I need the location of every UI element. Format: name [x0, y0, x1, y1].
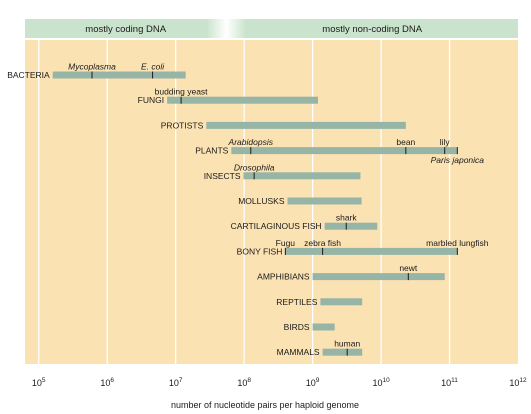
marker-label: budding yeast — [155, 87, 209, 97]
marker-label: marbled lungfish — [426, 238, 489, 248]
bar — [243, 172, 361, 180]
bar — [324, 222, 378, 230]
group-label: REPTILES — [276, 297, 317, 307]
group-label: MAMMALS — [277, 347, 320, 357]
marker-label: Arabidopsis — [228, 137, 274, 147]
bar — [206, 121, 406, 129]
tick-label: 1012 — [509, 377, 527, 388]
marker-label: Mycoplasma — [68, 62, 116, 72]
marker-label: zebra fish — [304, 238, 341, 248]
group-label: MOLLUSKS — [238, 196, 285, 206]
group-label: BONY FISH — [237, 246, 283, 256]
group-amphibians: AMPHIBIANS newt — [257, 263, 445, 282]
group-label: PROTISTS — [161, 120, 204, 130]
bar — [167, 96, 319, 104]
marker-label: Fugu — [276, 238, 296, 248]
marker-label: Drosophila — [234, 162, 275, 172]
tick-label: 108 — [237, 377, 251, 388]
group-label: AMPHIBIANS — [257, 272, 310, 282]
band-label-coding: mostly coding DNA — [85, 24, 166, 35]
tick-label: 109 — [306, 377, 320, 388]
group-label: BACTERIA — [7, 70, 50, 80]
marker-label: E. coli — [141, 62, 165, 72]
band-background — [25, 19, 518, 38]
bar — [322, 348, 363, 356]
dna-type-bands: mostly coding DNA mostly non-coding DNA — [25, 19, 518, 38]
group-mollusks: MOLLUSKS — [238, 196, 362, 206]
marker-label: human — [334, 339, 360, 349]
marker-label: Paris japonica — [431, 155, 485, 165]
group-label: FUNGI — [138, 95, 164, 105]
bar — [287, 197, 362, 205]
marker-label: bean — [396, 137, 415, 147]
plot-area — [25, 40, 518, 364]
marker-label: shark — [336, 213, 358, 223]
group-label: BIRDS — [284, 322, 310, 332]
group-label: INSECTS — [204, 171, 241, 181]
group-cartilaginous-fish: CARTILAGINOUS FISH shark — [231, 213, 378, 231]
tick-label: 106 — [100, 377, 114, 388]
bar — [285, 247, 458, 255]
tick-label: 107 — [169, 377, 183, 388]
marker-label: lily — [440, 137, 451, 147]
marker-label: newt — [399, 263, 418, 273]
group-label: PLANTS — [195, 146, 228, 156]
band-label-non-coding: mostly non-coding DNA — [322, 24, 422, 35]
group-protists: PROTISTS — [161, 120, 406, 130]
tick-label: 1010 — [372, 377, 390, 388]
bar — [320, 298, 363, 306]
bar — [312, 323, 335, 331]
group-mammals: MAMMALS human — [277, 339, 363, 357]
x-axis-label: number of nucleotide pairs per haploid g… — [171, 400, 359, 410]
bar — [52, 71, 186, 79]
tick-label: 105 — [32, 377, 46, 388]
bar — [231, 147, 458, 155]
group-birds: BIRDS — [284, 322, 335, 332]
tick-label: 1011 — [441, 377, 458, 388]
x-axis: 105 106 107 108 109 1010 1011 1012 — [32, 377, 527, 388]
bar — [312, 273, 445, 281]
group-label: CARTILAGINOUS FISH — [231, 221, 322, 231]
group-reptiles: REPTILES — [276, 297, 363, 307]
group-bacteria: BACTERIA Mycoplasma E. coli — [7, 62, 186, 80]
